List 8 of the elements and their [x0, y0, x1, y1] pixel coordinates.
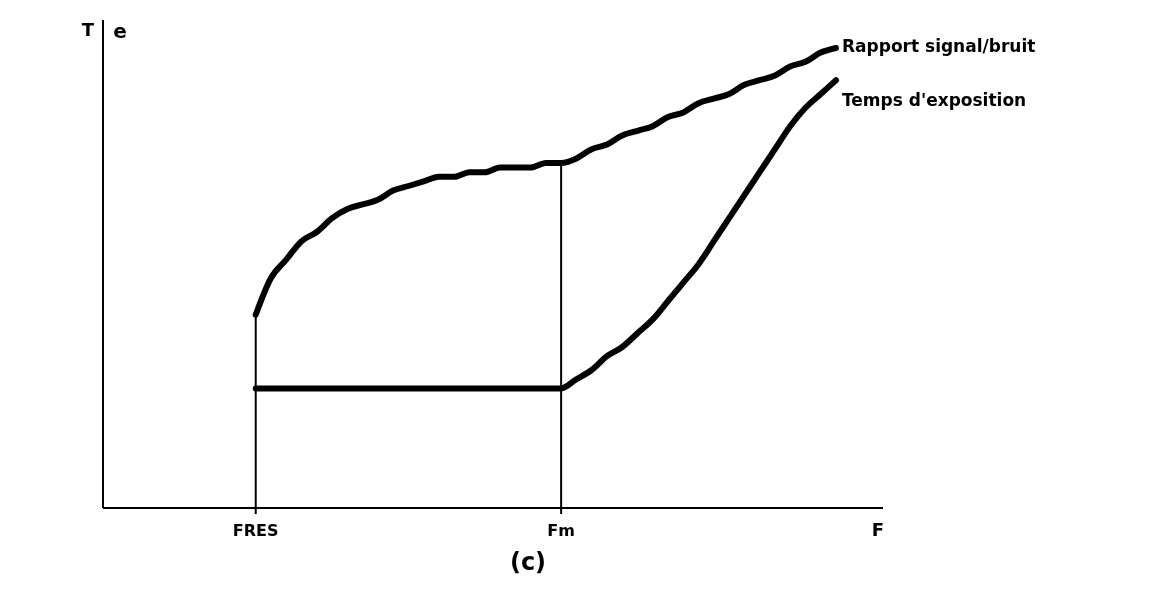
x-axis-title: F	[871, 519, 885, 540]
text: e	[113, 19, 127, 43]
series-label: Temps d'exposition	[842, 90, 1027, 111]
text: (c)	[509, 548, 547, 576]
x-tick-label: FRES	[232, 521, 279, 540]
y-axis-title: T	[81, 19, 95, 40]
series-label: Rapport signal/bruit	[842, 36, 1036, 56]
x-tick-label: Fm	[547, 521, 575, 540]
